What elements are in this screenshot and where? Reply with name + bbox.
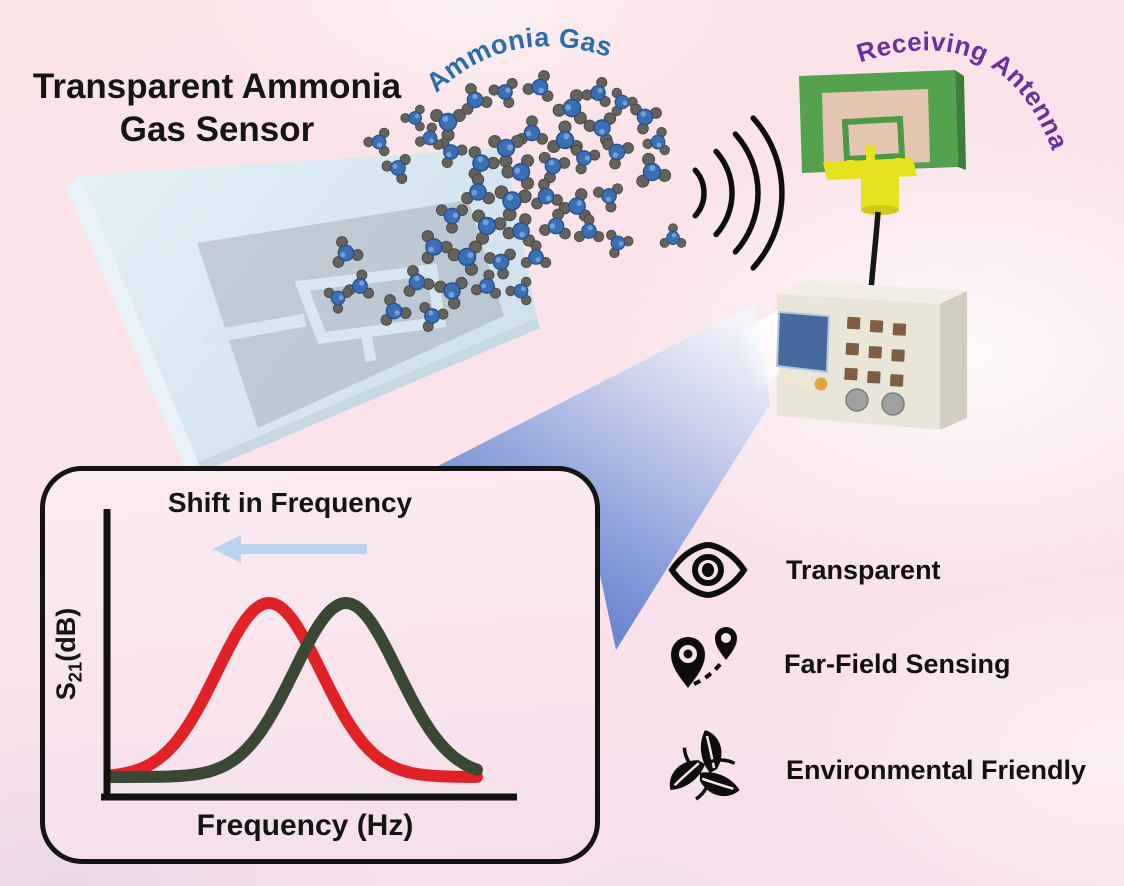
nh3-molecule [602, 138, 634, 170]
antenna-board-edge [955, 70, 966, 170]
nh3-molecule [436, 204, 469, 234]
location-pins-icon [671, 627, 737, 688]
nh3-molecule [522, 70, 554, 102]
recycle-leaves-icon [669, 730, 740, 801]
nh3-molecule [581, 77, 611, 108]
nh3-molecule [471, 269, 501, 299]
substrate-edge [66, 176, 198, 470]
y-axis-label: S21(dB) [51, 607, 86, 701]
nh3-molecule [630, 103, 662, 135]
nh3-molecule [659, 223, 687, 248]
nh3-molecule [552, 89, 587, 125]
nh3-molecule [488, 134, 524, 168]
nh3-molecule [332, 236, 364, 268]
shift-arrow-icon [213, 535, 367, 563]
page-title: Transparent Ammonia Gas Sensor [12, 66, 422, 151]
feature-label: Environmental Friendly [786, 754, 1087, 785]
s21-curves [105, 597, 483, 783]
antenna-loop-trace [841, 115, 906, 163]
feature-label: Transparent [786, 554, 941, 585]
nh3-molecule [505, 276, 532, 306]
nh3-molecule [484, 248, 516, 280]
red-curve-shifted-after-gas [105, 597, 483, 783]
nh3-molecule [472, 209, 507, 245]
nh3-molecule [538, 151, 571, 184]
nh3-molecule [531, 178, 563, 210]
nh3-molecule [414, 122, 444, 150]
antenna-mount-base [861, 205, 899, 215]
nh3-molecule [419, 301, 449, 332]
green-curve-baseline [105, 597, 483, 783]
nh3-molecule [323, 287, 353, 314]
nh3-molecule [421, 230, 453, 264]
x-axis-label: Frequency (Hz) [196, 809, 414, 842]
nh3-molecule [539, 208, 571, 240]
instrument-button [798, 375, 810, 387]
feature-label: Far-Field Sensing [784, 648, 1011, 679]
nh3-molecule [570, 144, 601, 175]
nh3-molecule [363, 127, 390, 157]
nh3-molecule [636, 152, 672, 188]
feature-transparent: Transparent [666, 542, 941, 598]
feature-far-field-sensing: Far-Field Sensing [664, 624, 1011, 704]
chart-title: Shift in Frequency [167, 487, 413, 518]
nh3-molecule [447, 240, 482, 276]
antenna-mount-bar [823, 158, 917, 180]
instrument-button [781, 372, 793, 384]
nh3-molecule [380, 294, 412, 326]
antenna-mount-post [861, 176, 899, 210]
instrument-side [940, 291, 967, 430]
sensor-pattern-channels [203, 263, 447, 362]
nh3-molecule [520, 240, 552, 269]
nh3-molecule [611, 87, 638, 117]
nh3-molecule [381, 153, 411, 184]
nh3-molecule [606, 229, 634, 258]
nh3-molecule [403, 265, 435, 297]
page-title-line1: Transparent Ammonia [32, 67, 402, 106]
measurement-instrument-graphic [741, 281, 967, 430]
chart-plot [101, 509, 517, 801]
feature-environmental-friendly: Environmental Friendly [660, 726, 1086, 814]
nh3-molecule [400, 104, 425, 132]
nh3-molecule [642, 127, 670, 156]
instrument-keypad [844, 316, 907, 387]
substrate-bottom-edge [198, 318, 540, 472]
s21-frequency-chart: Shift in Frequency S21(dB) Frequency (Hz… [40, 466, 600, 864]
instrument-top [777, 281, 967, 306]
nh3-molecule [434, 276, 468, 310]
nh3-molecule [430, 109, 466, 142]
nh3-molecule [501, 154, 535, 190]
nh3-molecule [573, 214, 605, 243]
page-title-line2: Gas Sensor [119, 109, 315, 149]
leaf-group [669, 730, 740, 801]
receiving-antenna-graphic [799, 70, 966, 291]
nh3-molecule [593, 183, 623, 213]
instrument-knob [845, 388, 869, 412]
eye-icon [668, 542, 748, 598]
antenna-cable [868, 211, 881, 291]
display-projection-beam [434, 303, 770, 650]
nh3-molecule [468, 146, 500, 180]
instrument-button-orange [814, 377, 828, 391]
nh3-molecule [461, 173, 495, 205]
wireless-signal-icon [692, 115, 785, 271]
nh3-molecule [502, 213, 536, 247]
ammonia-gas-label: Ammonia Gas [420, 22, 616, 98]
instrument-screen [775, 310, 831, 374]
screen-glow [741, 310, 779, 404]
nh3-molecule [547, 120, 583, 154]
nh3-molecule [515, 115, 548, 145]
nh3-molecule [488, 77, 518, 108]
instrument-knob [881, 392, 905, 416]
ammonia-molecule-cloud [323, 70, 687, 332]
nh3-molecule [461, 83, 493, 115]
nh3-molecule [494, 185, 532, 222]
